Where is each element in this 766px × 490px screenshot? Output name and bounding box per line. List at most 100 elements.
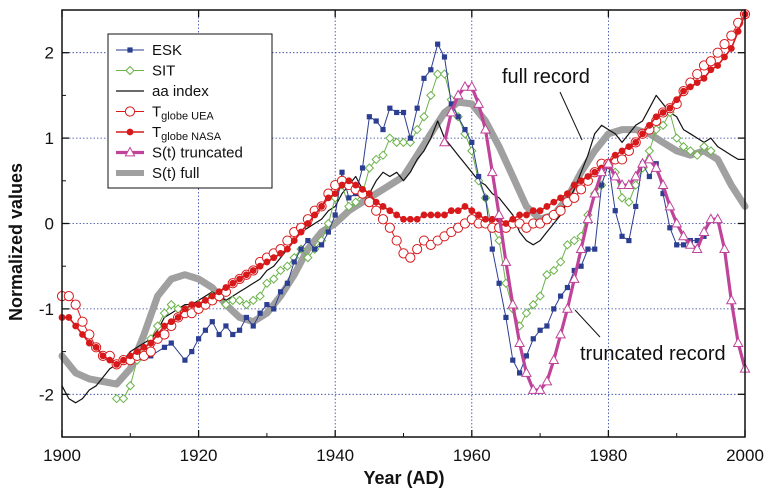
data-point-sit <box>528 299 538 310</box>
data-point-tglobe-nasa <box>461 203 469 210</box>
data-point-esk <box>557 293 564 299</box>
data-point-sit <box>398 137 409 148</box>
data-point-tglobe-nasa <box>140 343 148 351</box>
data-point-tglobe-nasa <box>686 83 694 91</box>
data-point-tglobe-nasa <box>727 45 735 52</box>
legend-item-tglobe-uea: Tglobe UEA <box>116 104 214 123</box>
data-point-tglobe-nasa <box>591 168 599 176</box>
data-point-esk <box>462 126 468 133</box>
data-point-esk <box>469 139 475 145</box>
data-point-s-t-truncated <box>555 328 567 339</box>
data-point-s-t-truncated <box>705 213 717 224</box>
legend-label: ESK <box>152 42 182 59</box>
data-point-tglobe-nasa <box>420 211 428 219</box>
y-tick-label: 0 <box>45 215 54 234</box>
x-tick-label: 1940 <box>316 446 354 465</box>
data-point-tglobe-nasa <box>393 211 401 219</box>
data-point-esk <box>503 314 509 321</box>
data-point-tglobe-nasa <box>577 177 585 185</box>
data-point-sit <box>426 90 436 101</box>
data-point-tglobe-nasa <box>283 245 291 253</box>
data-point-tglobe-nasa <box>570 181 578 189</box>
series-s-t-full <box>58 98 749 388</box>
data-point-tglobe-nasa <box>290 237 298 244</box>
data-point-esk <box>598 182 605 188</box>
legend-marker <box>124 106 136 117</box>
data-point-esk <box>182 357 188 363</box>
legend-marker <box>126 128 134 136</box>
data-point-sit <box>152 321 163 331</box>
data-point-esk <box>441 54 448 60</box>
data-point-s-t-truncated <box>678 230 689 241</box>
data-point-tglobe-nasa <box>195 301 203 309</box>
data-point-tglobe-nasa <box>639 130 646 138</box>
data-point-tglobe-nasa <box>700 74 708 82</box>
data-point-tglobe-nasa <box>406 215 414 223</box>
data-point-sit <box>685 146 696 156</box>
data-point-s-t-truncated <box>514 337 526 347</box>
data-point-tglobe-nasa <box>632 138 640 146</box>
data-point-tglobe-nasa <box>365 190 373 198</box>
annotation-full-record-leader <box>559 91 583 141</box>
data-point-tglobe-nasa <box>331 190 339 198</box>
data-point-sit <box>344 201 354 212</box>
data-point-tglobe-nasa <box>488 215 496 223</box>
data-point-tglobe-nasa <box>734 27 742 35</box>
data-point-esk <box>530 336 536 342</box>
data-point-esk <box>537 327 543 333</box>
data-point-tglobe-nasa <box>161 322 168 330</box>
data-point-esk <box>318 242 325 248</box>
data-point-tglobe-nasa <box>707 66 715 74</box>
data-point-tglobe-nasa <box>680 87 687 95</box>
data-point-tglobe-nasa <box>208 292 216 300</box>
data-point-esk <box>250 323 256 329</box>
data-point-tglobe-nasa <box>304 220 312 227</box>
data-point-esk <box>366 114 372 120</box>
data-point-tglobe-nasa <box>454 207 462 215</box>
data-point-tglobe-nasa <box>92 343 100 351</box>
data-point-tglobe-nasa <box>482 215 489 223</box>
data-point-esk <box>585 246 591 252</box>
data-point-tglobe-nasa <box>447 207 455 215</box>
data-point-tglobe-nasa <box>188 301 196 309</box>
data-point-tglobe-uea <box>282 235 293 246</box>
data-point-tglobe-nasa <box>65 314 73 321</box>
data-point-tglobe-nasa <box>536 207 544 215</box>
data-point-esk <box>435 41 441 47</box>
data-point-sit <box>569 235 579 246</box>
data-point-s-t-truncated <box>630 170 642 181</box>
data-point-tglobe-uea <box>145 346 156 357</box>
data-point-sit <box>228 295 238 306</box>
data-point-tglobe-uea <box>63 290 74 302</box>
data-point-tglobe-nasa <box>236 275 243 283</box>
data-point-sit <box>419 112 429 122</box>
data-point-esk <box>414 105 420 111</box>
data-point-tglobe-nasa <box>133 348 141 355</box>
data-point-s-t-truncated <box>520 366 532 377</box>
data-point-s-t-truncated <box>445 106 457 117</box>
data-point-esk <box>660 191 666 197</box>
data-point-tglobe-nasa <box>441 211 448 219</box>
data-point-tglobe-nasa <box>434 211 442 219</box>
data-point-esk <box>230 331 236 338</box>
data-point-tglobe-uea <box>575 184 587 195</box>
data-point-tglobe-nasa <box>181 305 189 313</box>
data-point-esk <box>612 208 618 214</box>
data-point-tglobe-nasa <box>174 314 182 321</box>
data-point-tglobe-nasa <box>714 62 722 69</box>
data-point-tglobe-nasa <box>297 228 305 236</box>
data-point-sit <box>385 133 395 143</box>
data-point-esk <box>633 203 639 210</box>
data-point-esk <box>510 357 516 363</box>
data-point-esk <box>216 331 222 338</box>
x-tick-label: 1980 <box>589 446 627 465</box>
y-tick-label: -1 <box>39 300 54 319</box>
data-point-tglobe-uea <box>391 235 402 246</box>
data-point-esk <box>387 105 393 111</box>
data-point-s-t-truncated <box>459 80 471 91</box>
data-point-tglobe-nasa <box>229 279 237 287</box>
data-point-s-t-truncated <box>561 302 573 313</box>
data-point-sit <box>159 308 170 318</box>
legend-label: aa index <box>152 83 209 100</box>
data-point-sit <box>535 291 545 301</box>
